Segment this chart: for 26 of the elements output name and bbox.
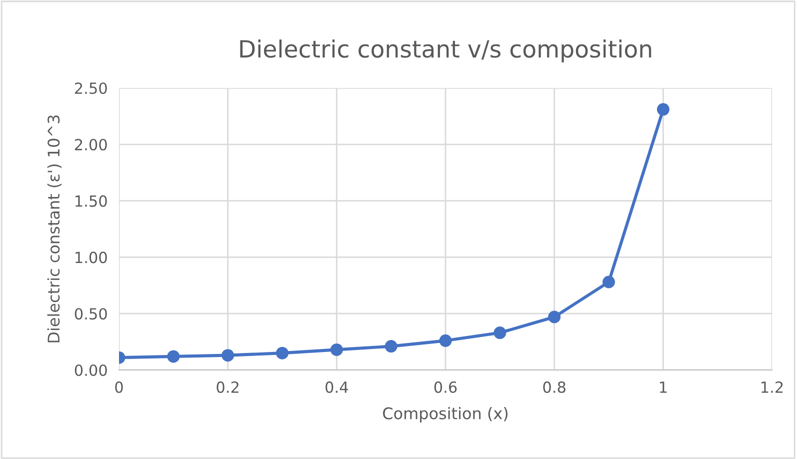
y-tick-label: 1.00 <box>76 252 107 264</box>
x-axis-title: Composition (x) <box>383 407 508 422</box>
point <box>330 343 343 356</box>
point <box>167 350 180 363</box>
x-tick-label: 1.2 <box>762 381 783 393</box>
point <box>548 310 561 324</box>
x-tick-label: 1 <box>660 382 667 393</box>
y-tick-label: 0.00 <box>74 364 107 376</box>
y-tick-label: 1.50 <box>76 195 107 207</box>
x-tick-label: 0.2 <box>216 381 238 393</box>
point <box>276 346 288 360</box>
x-tick-label: 0.4 <box>326 381 348 393</box>
x-tick-label: 0.8 <box>543 381 566 393</box>
point <box>602 276 615 288</box>
y-tick-label: 0.50 <box>74 308 107 320</box>
point <box>439 334 452 347</box>
point <box>222 349 234 362</box>
point <box>494 326 506 340</box>
y-axis-title: Dielectric constant (ε') 10^3 <box>47 115 62 342</box>
y-tick-label: 2.00 <box>74 138 107 150</box>
chart-title: Dielectric constant v/s composition <box>240 40 652 62</box>
point <box>656 103 670 116</box>
point <box>384 340 398 353</box>
x-tick-label: 0 <box>115 381 123 393</box>
y-tick-label: 2.50 <box>74 82 107 94</box>
x-tick-label: 0.6 <box>434 381 457 393</box>
